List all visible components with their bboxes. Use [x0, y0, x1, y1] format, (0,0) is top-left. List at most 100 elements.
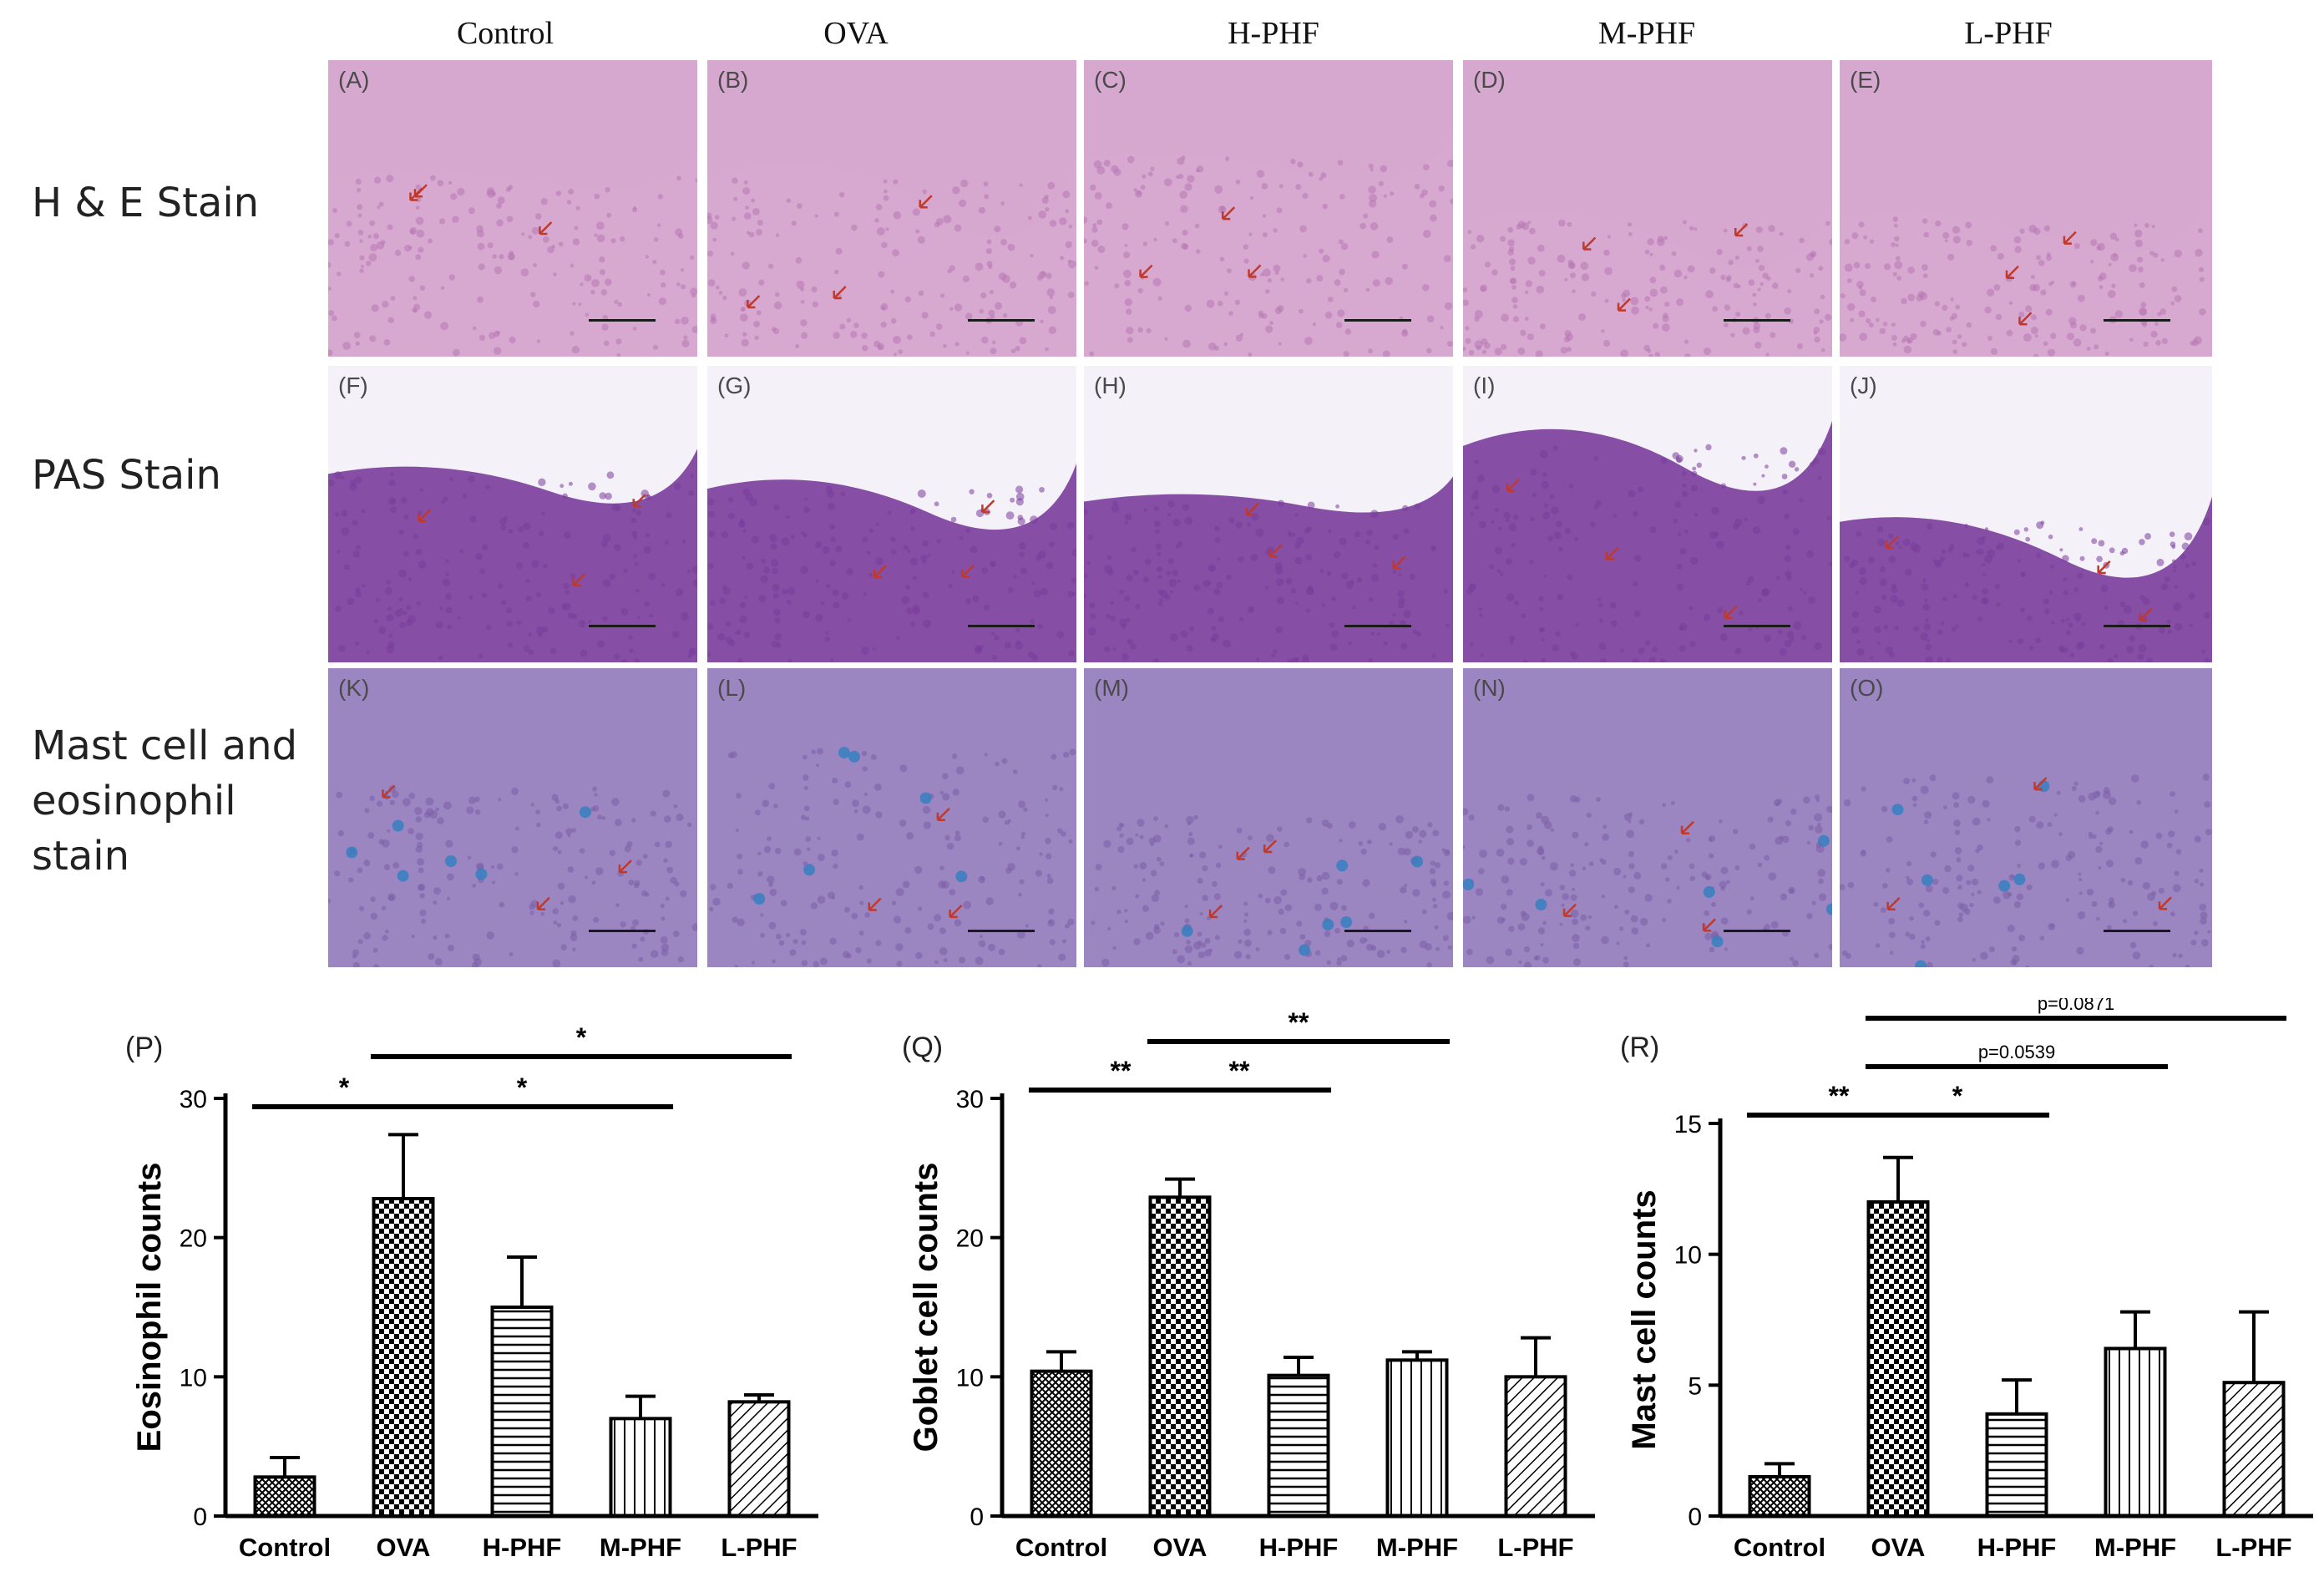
panel-letter: (J) — [1850, 373, 1877, 398]
scale-bar — [1344, 319, 1411, 322]
bar — [1267, 1373, 1330, 1518]
row-label-line: Mast cell and — [32, 723, 298, 769]
bar — [1748, 1475, 1811, 1518]
scale-bar — [968, 319, 1035, 322]
y-tick-label: 10 — [956, 1364, 984, 1392]
panel-label: (P) — [125, 1032, 163, 1063]
panel-label: (Q) — [902, 1032, 943, 1063]
column-header-control: Control — [456, 16, 554, 51]
x-tick-label: OVA — [1871, 1533, 1926, 1562]
scale-bar — [2104, 930, 2170, 932]
micrograph-panel: (B) — [707, 60, 1076, 357]
significance-label: ** — [1289, 1007, 1309, 1037]
y-tick-label: 15 — [1674, 1111, 1702, 1138]
x-tick-label: OVA — [377, 1533, 431, 1562]
micrograph-panel: (C) — [1084, 60, 1453, 357]
bar — [1385, 1358, 1449, 1519]
y-tick-label: 20 — [956, 1225, 984, 1253]
bar — [1148, 1195, 1212, 1518]
micrograph-panel: (I) — [1463, 366, 1832, 662]
bar — [1504, 1375, 1567, 1519]
scale-bar — [589, 930, 656, 932]
scale-bar — [1724, 930, 1790, 932]
y-tick-label: 0 — [193, 1503, 207, 1531]
y-tick-label: 5 — [1688, 1372, 1702, 1400]
x-tick-label: L-PHF — [721, 1533, 797, 1562]
y-tick-label: 0 — [1688, 1503, 1702, 1531]
scale-bar — [1724, 625, 1790, 627]
panel-letter: (B) — [717, 67, 749, 93]
x-tick-label: H-PHF — [483, 1533, 562, 1562]
row-label-line: PAS Stain — [32, 452, 221, 499]
y-tick-label: 0 — [970, 1503, 984, 1531]
x-tick-label: L-PHF — [2215, 1533, 2291, 1562]
micrograph-panel: (K) — [328, 668, 697, 967]
bar — [2104, 1346, 2167, 1519]
chart-eosinophil-counts: (P) 0 10 20 30 Eosinophil counts Control OVA H-P… — [125, 1022, 818, 1562]
y-axis-label: Mast cell counts — [1626, 1189, 1663, 1449]
significance-label: ** — [1829, 1081, 1850, 1111]
micrograph-panel: (J) — [1840, 366, 2212, 662]
chart-mast-cell-counts: (R) 0 5 10 15 Mast cell counts Control OVA H-PHF… — [1620, 998, 2313, 1562]
micrograph-panel: (O) — [1840, 668, 2212, 967]
panel-letter: (G) — [717, 373, 752, 398]
scale-bar — [1344, 625, 1411, 627]
significance-label: * — [1952, 1081, 1963, 1111]
y-axis-label: Goblet cell counts — [908, 1163, 944, 1453]
scale-bar — [968, 625, 1035, 627]
x-tick-label: OVA — [1153, 1533, 1208, 1562]
row-label-pas-stain: PAS Stain — [32, 448, 221, 503]
x-tick-label: M-PHF — [1376, 1533, 1458, 1562]
bar — [1030, 1369, 1093, 1518]
panel-letter: (O) — [1850, 675, 1884, 701]
micrograph-panel: (E) — [1840, 60, 2212, 357]
significance-label: * — [517, 1072, 528, 1103]
x-tick-label: M-PHF — [2094, 1533, 2176, 1562]
column-header-l-phf: L-PHF — [1964, 16, 2053, 51]
micrograph-panel: (L) — [707, 668, 1076, 967]
panel-letter: (D) — [1473, 67, 1506, 93]
panel-letter: (A) — [338, 67, 370, 93]
row-label-he-stain: H & E Stain — [32, 175, 259, 231]
column-header-h-phf: H-PHF — [1228, 16, 1319, 51]
micrograph-panel: (A) — [328, 60, 697, 357]
bar — [372, 1197, 435, 1518]
x-tick-label: M-PHF — [600, 1533, 681, 1562]
scale-bar — [2104, 625, 2170, 627]
micrograph-panel: (F) — [328, 366, 697, 662]
panel-letter: (M) — [1094, 675, 1129, 701]
panel-letter: (I) — [1473, 373, 1496, 398]
panel-letter: (N) — [1473, 675, 1506, 701]
scale-bar — [968, 930, 1035, 932]
y-tick-label: 20 — [180, 1225, 207, 1253]
bar — [609, 1417, 672, 1519]
significance-label: ** — [1111, 1056, 1132, 1086]
x-tick-label: L-PHF — [1497, 1533, 1573, 1562]
scale-bar — [589, 319, 656, 322]
significance-label: * — [339, 1072, 350, 1103]
x-tick-label: Control — [239, 1533, 331, 1562]
panel-letter: (F) — [338, 373, 368, 398]
significance-label: p=0.0539 — [1978, 1042, 2055, 1062]
bar — [253, 1475, 316, 1518]
scale-bar — [1344, 930, 1411, 932]
panel-letter: (H) — [1094, 373, 1127, 398]
micrograph-panel: (G) — [707, 366, 1076, 662]
micrograph-panel: (H) — [1084, 366, 1453, 662]
micrograph-panel: (N) — [1463, 668, 1832, 967]
y-tick-label: 30 — [956, 1086, 984, 1113]
x-tick-label: H-PHF — [1977, 1533, 2057, 1562]
y-tick-label: 10 — [1674, 1242, 1702, 1270]
x-tick-label: Control — [1015, 1533, 1107, 1562]
row-label-line: stain — [32, 833, 129, 880]
bar — [1866, 1200, 1930, 1518]
chart-goblet-cell-counts: (Q) 0 10 20 30 Goblet cell counts Control OVA H-… — [902, 1007, 1595, 1562]
scale-bar — [2104, 319, 2170, 322]
micrograph-panel: (M) — [1084, 668, 1453, 967]
y-tick-label: 30 — [180, 1086, 207, 1113]
panel-letter: (K) — [338, 675, 370, 701]
y-tick-label: 10 — [180, 1364, 207, 1392]
row-label-line: eosinophil — [32, 778, 236, 824]
significance-label: p=0.0871 — [2038, 998, 2114, 1014]
panel-label: (R) — [1620, 1032, 1659, 1063]
